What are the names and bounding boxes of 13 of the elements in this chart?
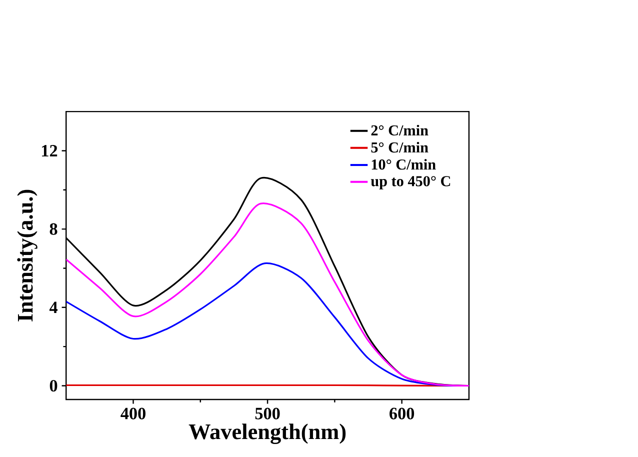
x-tick-label: 600 (390, 408, 414, 420)
y-tick-label: 4 (49, 302, 58, 314)
x-axis-title: Wavelength(nm) (188, 424, 346, 444)
legend-label: up to 450° C (370, 176, 450, 190)
x-tick-label: 400 (120, 408, 146, 420)
y-tick-label: 12 (42, 145, 58, 156)
y-tick-label: 8 (50, 223, 58, 235)
legend-label: 2° C/min (371, 124, 428, 136)
legend-label: 10° C/min (372, 159, 436, 170)
legend-label: 5° C/min (371, 142, 428, 153)
y-tick-label: 0 (50, 380, 58, 392)
x-tick-label: 500 (255, 408, 280, 420)
y-axis-title: Intensity(a.u.) (17, 190, 38, 322)
